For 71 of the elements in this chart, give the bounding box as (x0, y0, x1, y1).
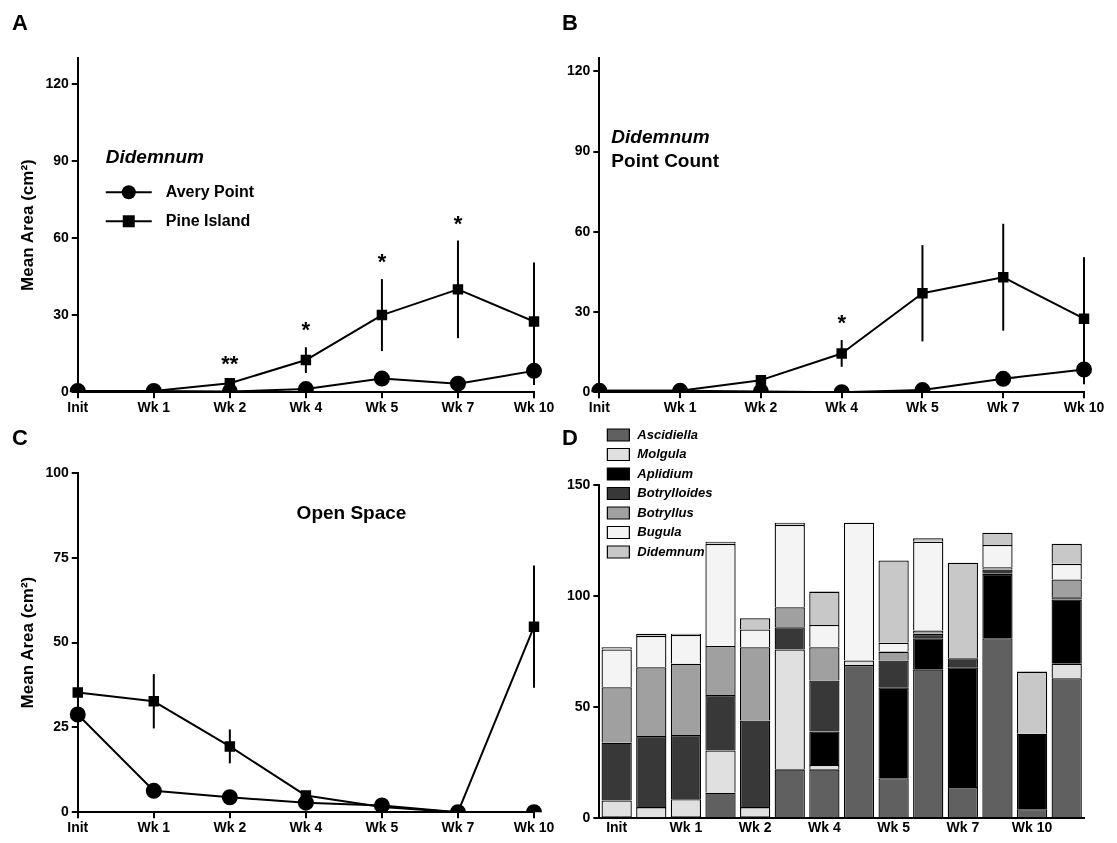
legend-label: Didemnum (637, 543, 705, 559)
x-tick-label: Wk 5 (365, 399, 399, 416)
y-tick-label: 50 (53, 633, 69, 650)
annotation: * (837, 310, 847, 336)
x-tick-label: Wk 7 (946, 819, 980, 836)
legend-label: Molgula (637, 446, 687, 462)
x-tick-label: Init (606, 819, 628, 836)
x-tick-label: Wk 1 (669, 819, 703, 836)
legend-label: Pine Island (165, 211, 251, 229)
x-tick-label: Wk 7 (986, 399, 1020, 416)
y-tick-label: 100 (567, 586, 591, 603)
text: B (562, 10, 578, 36)
x-tick-label: Wk 5 (365, 819, 399, 836)
y-tick-label: 90 (53, 151, 69, 168)
x-tick-label: Wk 1 (137, 399, 171, 416)
text: Point Count (611, 150, 720, 172)
y-tick-label: 100 (45, 463, 69, 480)
annotation: * (377, 249, 387, 275)
x-tick-label: Init (588, 399, 611, 416)
y-tick-label: 75 (53, 548, 69, 565)
y-tick-label: 0 (60, 803, 69, 820)
x-tick-label: Wk 2 (738, 819, 772, 836)
y-tick-label: 0 (60, 383, 69, 400)
text: Open Space (296, 501, 407, 523)
y-tick-label: 60 (574, 222, 591, 239)
annotation: * (453, 210, 463, 236)
y-tick-label: 0 (582, 809, 591, 826)
x-tick-label: Wk 1 (137, 819, 171, 836)
legend-label: Ascidiella (636, 426, 699, 442)
y-tick-label: 50 (574, 697, 591, 714)
x-tick-label: Wk 7 (441, 399, 475, 416)
legend-label: Bugula (637, 524, 682, 540)
x-tick-label: Wk 2 (213, 399, 247, 416)
x-tick-label: Wk 5 (906, 399, 939, 416)
text: D (562, 425, 578, 451)
legend-title: Didemnum (105, 146, 205, 168)
x-tick-label: Wk 4 (289, 399, 323, 416)
y-axis-title: Mean Area (cm²) (17, 576, 37, 709)
legend-label: Botrylloides (637, 485, 713, 501)
legend-label: Botryllus (637, 504, 694, 520)
y-axis-title: Mean Area (cm²) (17, 159, 37, 291)
x-tick-label: Wk 2 (213, 819, 247, 836)
x-tick-label: Init (67, 819, 89, 836)
x-tick-label: Wk 1 (663, 399, 697, 416)
text: A (12, 10, 28, 36)
y-tick-label: 150 (567, 475, 591, 492)
y-tick-label: 90 (574, 142, 591, 159)
x-tick-label: Init (67, 399, 89, 416)
y-tick-label: 120 (567, 62, 591, 79)
y-tick-label: 30 (574, 302, 591, 319)
x-tick-label: Wk 10 (513, 819, 555, 836)
x-tick-label: Wk 10 (1063, 399, 1105, 416)
x-tick-label: Wk 10 (1011, 819, 1053, 836)
x-tick-label: Wk 4 (825, 399, 859, 416)
x-tick-label: Wk 4 (808, 819, 841, 836)
x-tick-label: Wk 7 (441, 819, 475, 836)
x-tick-label: Wk 5 (877, 819, 911, 836)
annotation: * (301, 317, 311, 343)
legend-label: Avery Point (165, 182, 255, 200)
y-tick-label: 30 (53, 305, 69, 322)
legend-label: Aplidium (636, 465, 694, 481)
y-tick-label: 60 (53, 228, 69, 245)
x-tick-label: Wk 10 (513, 399, 555, 416)
y-tick-label: 120 (45, 74, 69, 91)
y-tick-label: 0 (582, 383, 591, 400)
annotation: ** (221, 350, 239, 376)
text: Didemnum (611, 126, 710, 148)
y-tick-label: 25 (53, 718, 69, 735)
text: C (12, 425, 28, 451)
x-tick-label: Wk 2 (744, 399, 778, 416)
x-tick-label: Wk 4 (289, 819, 323, 836)
